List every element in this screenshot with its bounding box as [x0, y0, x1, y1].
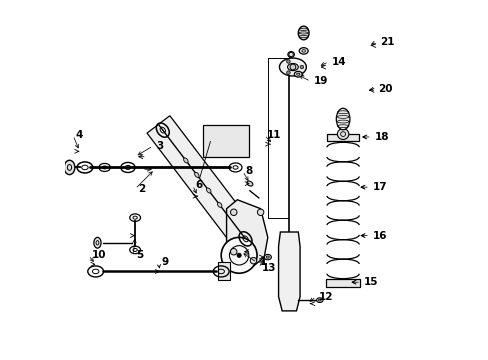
Polygon shape: [147, 116, 261, 253]
Text: 1: 1: [260, 257, 266, 267]
Text: 13: 13: [261, 263, 276, 273]
Bar: [325, 279, 360, 287]
Circle shape: [286, 71, 290, 75]
FancyBboxPatch shape: [202, 126, 248, 157]
Text: 17: 17: [372, 182, 386, 192]
Circle shape: [257, 209, 264, 216]
Ellipse shape: [217, 202, 222, 207]
Text: 10: 10: [91, 250, 106, 260]
Ellipse shape: [287, 51, 294, 57]
Text: 8: 8: [245, 166, 252, 176]
Text: 9: 9: [161, 257, 168, 267]
Circle shape: [230, 209, 237, 216]
Ellipse shape: [336, 108, 349, 130]
Text: 12: 12: [319, 292, 333, 302]
Circle shape: [250, 257, 256, 264]
Text: 2: 2: [138, 184, 145, 194]
Ellipse shape: [194, 172, 199, 177]
Bar: [326, 134, 359, 140]
Text: 6: 6: [195, 180, 202, 190]
Text: 18: 18: [374, 132, 388, 142]
Circle shape: [300, 65, 303, 69]
Polygon shape: [226, 200, 267, 266]
Text: 21: 21: [379, 37, 394, 47]
Ellipse shape: [279, 58, 306, 76]
Text: 3: 3: [156, 141, 163, 151]
Circle shape: [237, 253, 241, 257]
Text: 15: 15: [363, 277, 378, 287]
Circle shape: [221, 237, 257, 273]
Text: 7: 7: [220, 138, 227, 147]
Ellipse shape: [298, 26, 308, 40]
Ellipse shape: [206, 188, 210, 193]
Text: 5: 5: [136, 250, 143, 260]
Text: 4: 4: [76, 130, 83, 140]
Polygon shape: [217, 262, 230, 280]
Ellipse shape: [316, 298, 323, 302]
Text: 14: 14: [331, 57, 346, 67]
Circle shape: [230, 248, 237, 255]
Polygon shape: [278, 232, 300, 311]
Text: 11: 11: [266, 130, 281, 140]
Ellipse shape: [337, 129, 348, 139]
Ellipse shape: [64, 160, 75, 175]
Text: 16: 16: [372, 231, 386, 240]
Circle shape: [286, 60, 290, 63]
Ellipse shape: [299, 48, 307, 54]
Ellipse shape: [264, 255, 271, 260]
Text: 19: 19: [313, 76, 327, 86]
Ellipse shape: [294, 71, 302, 77]
Ellipse shape: [246, 181, 252, 186]
Ellipse shape: [287, 63, 298, 71]
Circle shape: [289, 64, 295, 70]
Ellipse shape: [94, 237, 101, 248]
Text: 20: 20: [378, 84, 392, 94]
Ellipse shape: [183, 158, 188, 163]
